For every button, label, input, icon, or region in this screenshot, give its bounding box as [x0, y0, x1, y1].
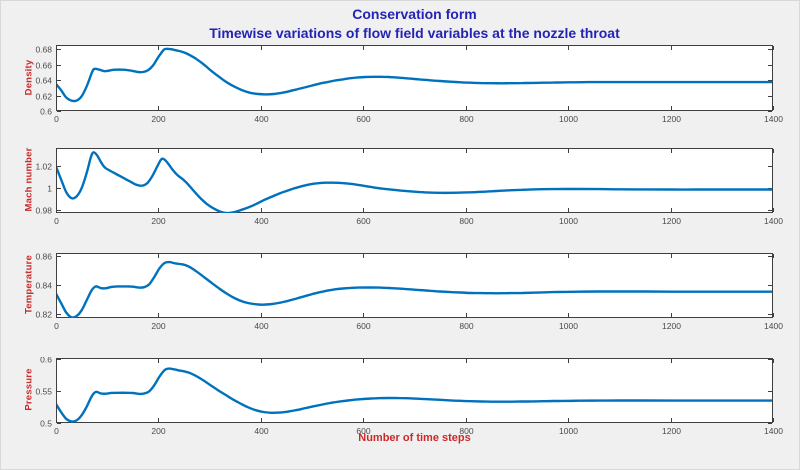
svg-text:0.84: 0.84	[35, 281, 52, 291]
svg-text:800: 800	[459, 114, 473, 124]
svg-text:0.55: 0.55	[35, 387, 52, 397]
svg-text:400: 400	[254, 321, 268, 331]
svg-text:800: 800	[459, 216, 473, 226]
svg-text:1200: 1200	[662, 216, 681, 226]
svg-text:1: 1	[47, 184, 52, 194]
svg-text:0.66: 0.66	[35, 61, 52, 71]
svg-text:1.02: 1.02	[35, 162, 52, 172]
svg-text:0.62: 0.62	[35, 92, 52, 102]
svg-text:200: 200	[151, 321, 165, 331]
svg-text:0: 0	[54, 114, 59, 124]
svg-text:1400: 1400	[764, 426, 783, 436]
svg-text:0.68: 0.68	[35, 45, 52, 55]
svg-text:800: 800	[459, 321, 473, 331]
svg-text:0.5: 0.5	[40, 419, 52, 429]
svg-text:600: 600	[356, 426, 370, 436]
svg-text:200: 200	[151, 426, 165, 436]
svg-text:600: 600	[356, 114, 370, 124]
density-subplot: 0 200 400 600 800 1000 1200 1400 0.6 0.62 0.64 0.66…	[1, 44, 800, 130]
svg-text:0: 0	[54, 426, 59, 436]
temperature-plot-canvas: 0 200 400 600 800 1000 1200 1400 0.82 0.84 0.86	[35, 252, 783, 331]
svg-text:1000: 1000	[559, 114, 578, 124]
svg-text:400: 400	[254, 216, 268, 226]
pressure-plot-canvas: 0 200 400 600 800 1000 1200 1400 0.5 0.55 0.6	[35, 357, 783, 436]
svg-text:600: 600	[356, 216, 370, 226]
figure-subtitle: Timewise variations of flow field variab…	[209, 25, 620, 41]
x-axis-label: Number of time steps	[358, 432, 471, 444]
svg-text:1000: 1000	[559, 321, 578, 331]
svg-text:0.86: 0.86	[35, 252, 52, 262]
svg-text:1400: 1400	[764, 216, 783, 226]
svg-text:0: 0	[54, 216, 59, 226]
svg-text:600: 600	[356, 321, 370, 331]
svg-text:0.6: 0.6	[40, 357, 52, 365]
svg-text:1400: 1400	[764, 114, 783, 124]
svg-text:1400: 1400	[764, 321, 783, 331]
svg-text:200: 200	[151, 216, 165, 226]
mach-number-subplot: 0 200 400 600 800 1000 1200 1400 0.98 1 1.02	[1, 147, 800, 233]
svg-text:400: 400	[254, 114, 268, 124]
density-plot-canvas: 0 200 400 600 800 1000 1200 1400 0.6 0.62 0.64 0.66…	[35, 45, 783, 125]
temperature-subplot: 0 200 400 600 800 1000 1200 1400 0.82 0.84 0.86	[1, 252, 800, 338]
svg-text:0.82: 0.82	[35, 310, 52, 320]
svg-text:1200: 1200	[662, 426, 681, 436]
svg-text:0: 0	[54, 321, 59, 331]
svg-text:0.64: 0.64	[35, 76, 52, 86]
svg-text:1200: 1200	[662, 114, 681, 124]
svg-text:0.6: 0.6	[40, 107, 52, 117]
figure-title: Conservation form	[352, 6, 477, 22]
svg-text:0.98: 0.98	[35, 206, 52, 216]
svg-text:1200: 1200	[662, 321, 681, 331]
svg-text:1000: 1000	[559, 216, 578, 226]
svg-text:200: 200	[151, 114, 165, 124]
svg-text:800: 800	[459, 426, 473, 436]
mach-number-plot-canvas: 0 200 400 600 800 1000 1200 1400 0.98 1 1.02	[35, 148, 783, 226]
pressure-subplot: 0 200 400 600 800 1000 1200 1400 0.5 0.55 0.6	[1, 357, 800, 443]
svg-text:400: 400	[254, 426, 268, 436]
svg-text:1000: 1000	[559, 426, 578, 436]
